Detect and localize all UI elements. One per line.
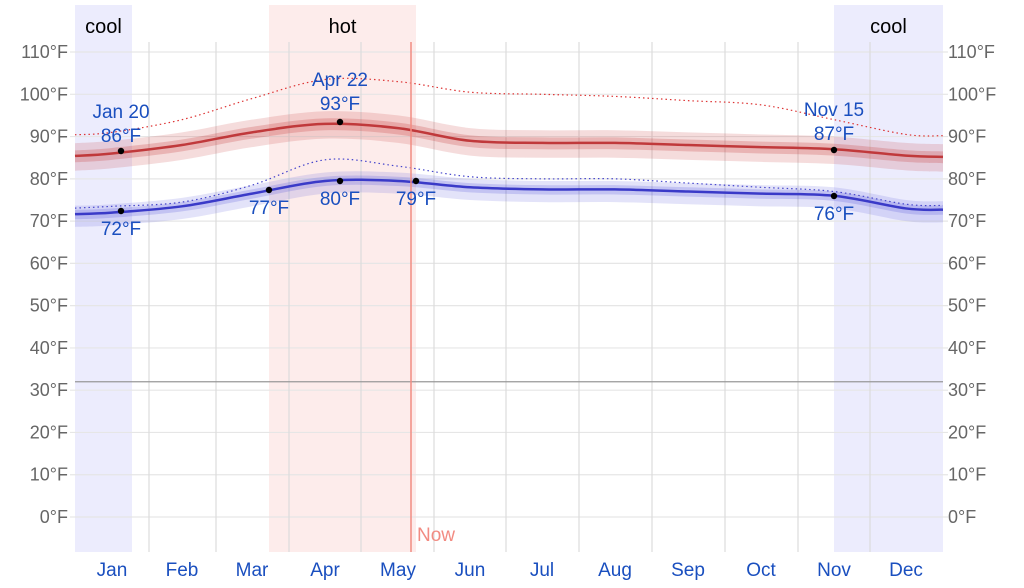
x-tick-jul: Jul [530,560,554,581]
annotations: Now Jan 20 86°F Apr 22 93°F Nov 15 87°F 72°F 77°… [92,70,864,546]
annotation-value: 93°F [320,94,360,115]
x-tick-oct: Oct [746,560,776,581]
y-tick-right: 50°F [948,296,986,316]
y-tick-right: 20°F [948,422,986,442]
data-point-marker [265,186,273,194]
annotation-value: 76°F [814,204,854,225]
y-tick-left: 50°F [30,296,68,316]
now-label: Now [417,525,455,546]
y-tick-right: 70°F [948,211,986,231]
y-tick-left: 20°F [30,422,68,442]
x-tick-mar: Mar [236,560,269,581]
data-point-marker [412,177,420,185]
season-band-cool [75,5,132,552]
y-tick-right: 10°F [948,465,986,485]
data-point-marker [336,118,344,126]
data-point-marker [336,177,344,185]
x-tick-jan: Jan [97,560,128,581]
y-tick-right: 0°F [948,507,976,527]
avg-low-line [74,178,944,216]
axis-labels: 0°F 0°F 10°F 10°F 20°F 20°F 30°F 30°F 40°F 40°F 50… [20,42,996,581]
y-tick-left: 60°F [30,253,68,273]
data-point-marker [117,207,125,215]
data-point-marker [117,147,125,155]
avg-high-line [74,122,944,159]
data-point-marker [830,192,838,200]
data-point-marker [830,146,838,154]
y-tick-right: 100°F [948,84,996,104]
season-label: cool [870,16,907,38]
annotation-value: 77°F [249,198,289,219]
x-tick-nov: Nov [817,560,851,581]
annotation-value: 86°F [101,126,141,147]
annotation-value: 72°F [101,219,141,240]
y-tick-right: 110°F [948,42,995,62]
season-label: hot [329,16,357,38]
x-tick-apr: Apr [310,560,340,581]
y-tick-left: 30°F [30,380,68,400]
y-tick-left: 10°F [30,465,68,485]
data-series [74,42,944,552]
y-tick-right: 40°F [948,338,986,358]
annotation-date: Apr 22 [312,70,368,91]
y-tick-right: 30°F [948,380,986,400]
y-tick-left: 100°F [20,84,68,104]
y-tick-left: 80°F [30,169,68,189]
x-tick-jun: Jun [455,560,486,581]
y-tick-right: 90°F [948,127,986,147]
y-tick-left: 90°F [30,127,68,147]
x-tick-sep: Sep [671,560,705,581]
y-tick-left: 70°F [30,211,68,231]
annotation-date: Nov 15 [804,100,864,121]
y-tick-left: 110°F [21,42,68,62]
x-tick-aug: Aug [598,560,632,581]
season-bands: cool hot cool [75,5,943,552]
x-tick-dec: Dec [889,560,923,581]
y-tick-right: 60°F [948,253,986,273]
season-band-hot [269,5,416,552]
y-tick-left: 0°F [40,507,68,527]
x-tick-feb: Feb [166,560,199,581]
x-tick-may: May [380,560,416,581]
season-label: cool [85,16,122,38]
annotation-value: 87°F [814,124,854,145]
annotation-date: Jan 20 [92,102,149,123]
annotation-value: 80°F [320,189,360,210]
y-tick-right: 80°F [948,169,986,189]
annotation-value: 79°F [396,189,436,210]
season-band-cool [834,5,943,552]
y-tick-left: 40°F [30,338,68,358]
